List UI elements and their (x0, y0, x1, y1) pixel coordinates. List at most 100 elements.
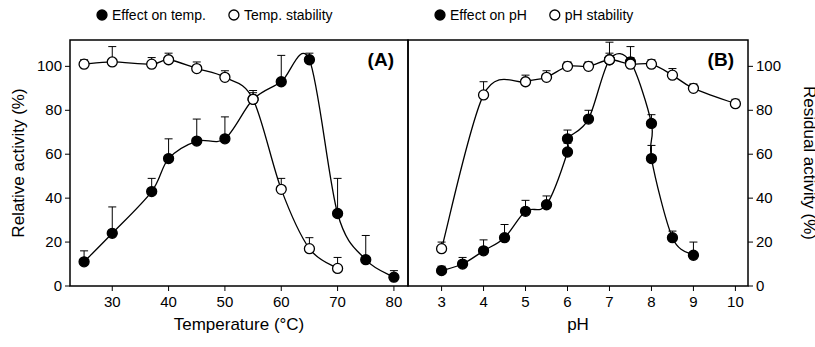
y2-tick-label: 0 (756, 277, 764, 294)
data-point (563, 147, 573, 157)
y2-tick (748, 242, 753, 243)
data-point (79, 257, 89, 267)
x-tick-label: 3 (437, 293, 445, 310)
x-tick-label: 9 (689, 293, 697, 310)
data-point (479, 246, 489, 256)
x-tick-label: 8 (647, 293, 655, 310)
data-point (333, 209, 343, 219)
plot-area (437, 42, 741, 275)
data-point (542, 200, 552, 210)
y-axis-label: Relative activity (%) (9, 88, 28, 237)
x-tick-label: 6 (563, 293, 571, 310)
data-point (304, 244, 314, 254)
x-tick (735, 286, 736, 291)
legend-marker (97, 10, 107, 20)
x-tick (567, 286, 568, 291)
y-tick (65, 110, 70, 111)
data-point (563, 61, 573, 71)
data-point (500, 233, 510, 243)
x-tick (693, 286, 694, 291)
legend-label: Effect on temp. (112, 7, 206, 23)
data-point (730, 99, 740, 109)
y-tick (65, 198, 70, 199)
x-tick (441, 286, 442, 291)
y-tick-label: 40 (45, 189, 62, 206)
data-point (458, 259, 468, 269)
data-point (646, 154, 656, 164)
x-tick-label: 40 (160, 293, 177, 310)
y2-tick (748, 198, 753, 199)
data-point (479, 90, 489, 100)
x-tick-label: 50 (217, 293, 234, 310)
series-line (84, 60, 338, 269)
x-tick (337, 286, 338, 291)
plot-area (79, 47, 399, 283)
data-point (276, 184, 286, 194)
x-tick-label: 80 (386, 293, 403, 310)
data-point (333, 263, 343, 273)
data-point (646, 118, 656, 128)
x-tick-label: 60 (273, 293, 290, 310)
legend-marker (435, 10, 445, 20)
data-point (625, 59, 635, 69)
legend-label: Effect on pH (450, 7, 527, 23)
y2-tick-label: 100 (756, 57, 781, 74)
data-point (107, 57, 117, 67)
x-tick (393, 286, 394, 291)
data-point (220, 134, 230, 144)
x-tick-label: 4 (479, 293, 487, 310)
data-point (389, 272, 399, 282)
panel-label: (B) (708, 49, 734, 70)
data-point (667, 233, 677, 243)
data-point (192, 136, 202, 146)
data-point (164, 55, 174, 65)
y2-tick-label: 40 (756, 189, 773, 206)
legend-label: Temp. stability (244, 7, 333, 23)
legend-label: pH stability (565, 7, 633, 23)
x-tick-label: 7 (605, 293, 613, 310)
x-tick-label: 30 (104, 293, 121, 310)
y2-tick-label: 20 (756, 233, 773, 250)
x-tick-label: 70 (329, 293, 346, 310)
y-tick-label: 0 (54, 277, 62, 294)
series-line (84, 53, 394, 277)
y-tick-label: 80 (45, 101, 62, 118)
y2-tick (748, 154, 753, 155)
data-point (220, 72, 230, 82)
data-point (688, 250, 698, 260)
x-tick (483, 286, 484, 291)
data-point (583, 114, 593, 124)
x-tick-label: 5 (521, 293, 529, 310)
legend-marker (550, 10, 560, 20)
x-tick (281, 286, 282, 291)
data-point (563, 134, 573, 144)
y2-tick-label: 60 (756, 145, 773, 162)
data-point (192, 64, 202, 74)
y-tick-label: 100 (37, 57, 62, 74)
data-point (583, 61, 593, 71)
data-point (147, 187, 157, 197)
data-point (164, 154, 174, 164)
data-point (437, 266, 447, 276)
data-point (667, 70, 677, 80)
data-point (248, 94, 258, 104)
x-tick (525, 286, 526, 291)
data-point (107, 228, 117, 238)
x-tick (609, 286, 610, 291)
y-tick (65, 66, 70, 67)
x-tick (224, 286, 225, 291)
data-point (147, 59, 157, 69)
data-point (542, 72, 552, 82)
plot-frame (70, 40, 408, 286)
data-point (646, 59, 656, 69)
data-point (276, 77, 286, 87)
x-axis-label: pH (567, 315, 589, 334)
y2-tick (748, 110, 753, 111)
y-tick (65, 154, 70, 155)
y2-axis-label: Residual activity (%) (800, 86, 815, 240)
x-axis-label: Temperature (°C) (174, 315, 305, 334)
data-point (521, 77, 531, 87)
data-point (79, 59, 89, 69)
data-point (604, 55, 614, 65)
y-tick (65, 286, 70, 287)
